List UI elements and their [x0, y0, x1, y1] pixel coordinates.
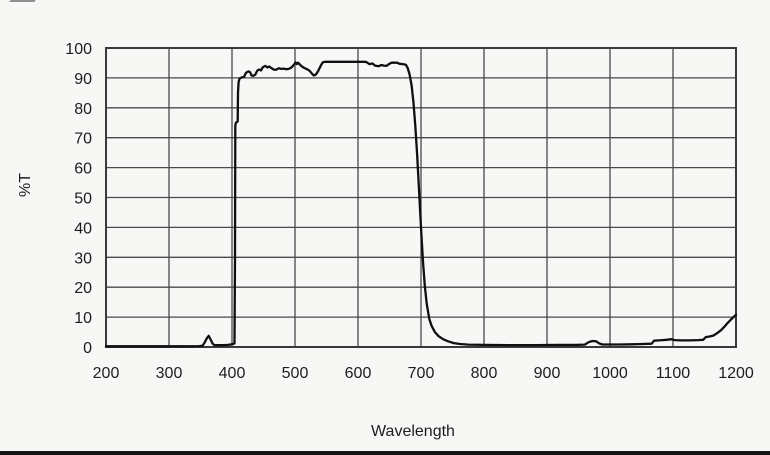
y-tick-label: 60: [74, 161, 92, 178]
y-tick-label: 30: [74, 250, 92, 267]
x-tick-label: 400: [219, 365, 246, 382]
x-tick-label: 600: [345, 365, 372, 382]
y-tick-label: 20: [74, 280, 92, 297]
plot-border: [105, 47, 737, 348]
y-tick-label: 70: [74, 131, 92, 148]
y-axis-tick-labels: 0 10 20 30 40 50 60 70 80 90 100: [65, 41, 92, 357]
y-tick-label: 90: [74, 71, 92, 88]
x-axis-title: Wavelength: [371, 423, 455, 440]
scan-artifact-mark: [9, 0, 36, 2]
y-tick-label: 0: [83, 340, 92, 357]
x-tick-label: 700: [408, 365, 435, 382]
x-tick-label: 300: [156, 365, 183, 382]
x-tick-label: 800: [471, 365, 498, 382]
transmission-curve: [104, 60, 738, 348]
x-tick-label: 1100: [656, 365, 691, 382]
bottom-border-bar: [0, 451, 770, 455]
y-tick-label: 50: [74, 191, 92, 208]
x-axis-tick-labels: 200 300 400 500 600 700 800 900 1000 1100 1200: [93, 365, 754, 382]
gridlines: [106, 48, 736, 347]
y-tick-label: 40: [74, 220, 92, 237]
y-tick-label: 10: [74, 310, 92, 327]
x-tick-label: 1200: [718, 365, 754, 382]
x-tick-label: 200: [93, 365, 120, 382]
y-tick-label: 100: [65, 41, 92, 58]
x-tick-label: 1000: [592, 365, 628, 382]
x-tick-label: 900: [534, 365, 561, 382]
y-tick-label: 80: [74, 101, 92, 118]
x-tick-label: 500: [282, 365, 309, 382]
y-axis-title: %T: [17, 173, 34, 197]
